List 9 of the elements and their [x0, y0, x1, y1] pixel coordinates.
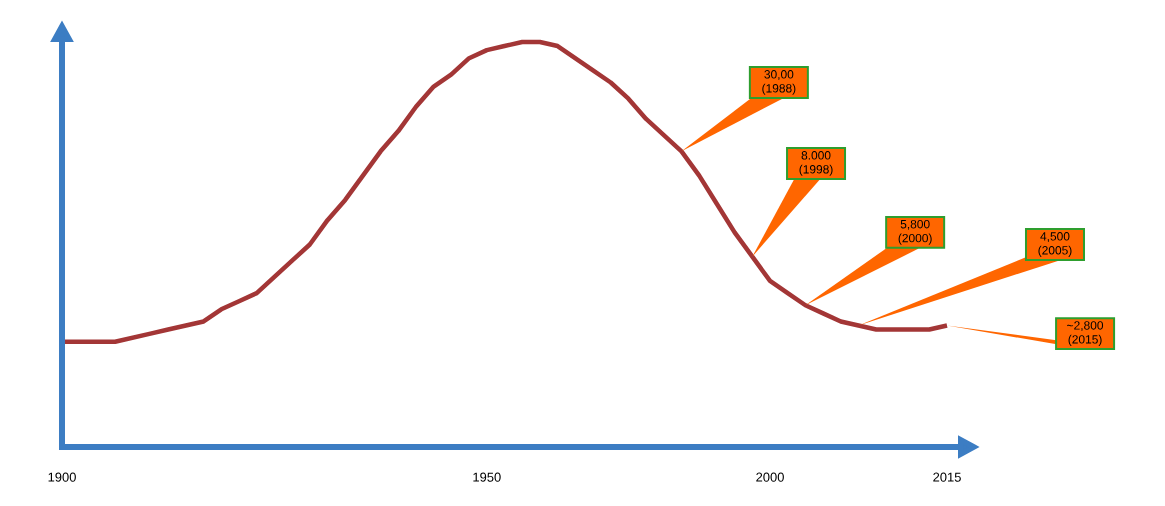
x-tick-label: 2000	[756, 472, 784, 482]
annotation: 30,00 (1988)	[762, 70, 796, 95]
annotation: 8.000 (1998)	[799, 151, 833, 176]
text: ~2,800 (2015)	[1067, 321, 1104, 346]
x-tick-label: 1950	[473, 472, 501, 482]
x-tick-label: 1900	[48, 472, 76, 482]
x-tick-label: 2015	[933, 472, 961, 482]
text: 4,500 (2005)	[1038, 232, 1072, 257]
annotation: 5,800 (2000)	[898, 219, 932, 245]
